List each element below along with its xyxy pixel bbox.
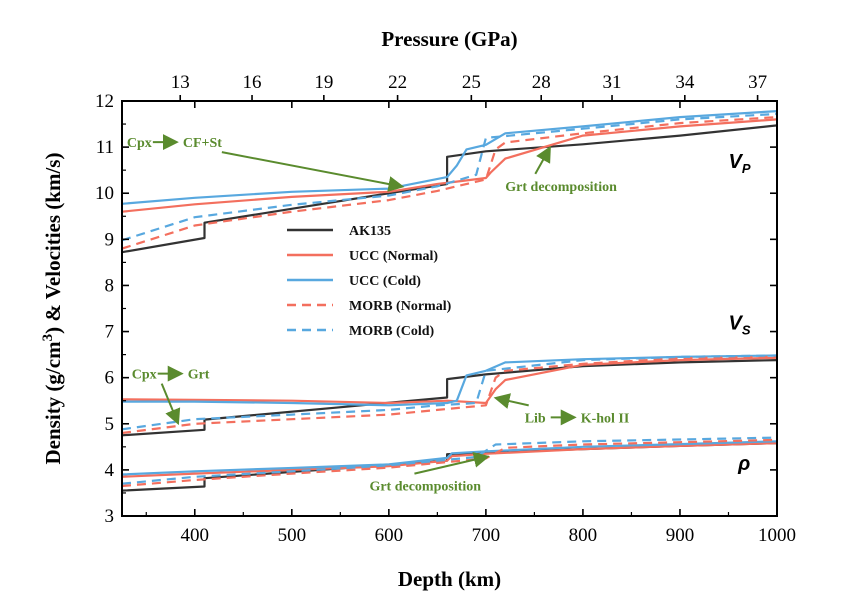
- x-tick-label: 500: [278, 525, 307, 546]
- y-tick-label: 7: [105, 322, 115, 343]
- series-line-morb-cold-vp: [121, 112, 778, 242]
- annotation-lib-k-hol-ii: Lib K-hol II: [493, 393, 630, 426]
- series-line-morb-normal-vs: [121, 355, 778, 435]
- panel-label: VS: [728, 312, 750, 337]
- y-tick-label: 4: [105, 460, 115, 481]
- x-tick-label: 800: [569, 525, 598, 546]
- x-tick-label: 1000: [758, 525, 796, 546]
- series-line-morb-normal-density: [121, 438, 778, 488]
- legend: AK135 UCC (Normal) UCC (Cold) MORB (Normal)…: [287, 224, 452, 339]
- y-tick-label: 3: [105, 506, 115, 527]
- y-tick-label: 8: [105, 275, 115, 296]
- legend-label-ucc-cold: UCC (Cold): [349, 274, 421, 289]
- legend-label-ak135: AK135: [349, 224, 391, 239]
- annotation-phase-to: CF+St: [183, 136, 222, 151]
- ticks-layer: [122, 95, 778, 517]
- annotation-pointer-arrow: [221, 151, 405, 192]
- annotation-text: Grt decomposition: [369, 480, 481, 495]
- x-tick-label: 700: [472, 525, 501, 546]
- series-line-ak135-vs: [121, 359, 778, 437]
- x2-tick-label: 22: [388, 72, 407, 93]
- series-line-morb-cold-vs: [121, 354, 778, 431]
- annotation-cpx-grt: Cpx Grt: [132, 365, 210, 426]
- y-axis-title-part: Density (g/cm: [41, 341, 65, 465]
- series-line-ak135-vp: [121, 124, 778, 254]
- annotation-phase-from: Cpx: [127, 136, 152, 151]
- x2-tick-label: 13: [171, 72, 190, 93]
- panel-label-sub: S: [742, 322, 751, 337]
- annotation-pointer-arrow: [414, 451, 490, 475]
- annotation-pointer-arrow: [493, 393, 529, 409]
- legend-label-morb-cold: MORB (Cold): [349, 324, 435, 339]
- panel-label-sub: P: [742, 161, 751, 176]
- x2-axis-title: Pressure (GPa): [381, 27, 517, 51]
- annotation-pointer-arrow: [534, 145, 551, 175]
- y-tick-label: 10: [95, 183, 114, 204]
- series-line-morb-cold-density: [121, 436, 778, 485]
- x2-tick-label: 25: [462, 72, 481, 93]
- annotation-phase-to: K-hol II: [581, 411, 630, 426]
- series-line-ucc-normal-vs: [121, 356, 778, 405]
- annotation-grt-decomposition: Grt decomposition: [505, 145, 617, 195]
- annotation-phase-to: Grt: [188, 368, 210, 383]
- x2-tick-label: 31: [603, 72, 622, 93]
- series-line-ucc-normal-vp: [121, 118, 778, 213]
- x2-tick-label: 16: [243, 72, 262, 93]
- annotation-phase-from: Cpx: [132, 368, 157, 383]
- x-tick-label: 400: [181, 525, 210, 546]
- y-tick-label: 12: [95, 91, 114, 112]
- x-tick-label: 600: [375, 525, 404, 546]
- annotation-phase-from: Lib: [525, 411, 546, 426]
- annotation-text: Grt decomposition: [505, 180, 617, 195]
- legend-label-ucc-normal: UCC (Normal): [349, 249, 438, 264]
- annotation-layer: Cpx CF+St Grt decomposition Cpx Grt Lib K-hol …: [127, 134, 630, 495]
- series-layer: [121, 110, 778, 492]
- x2-tick-label: 37: [748, 72, 767, 93]
- annotation-pointer-arrow: [160, 383, 181, 426]
- y-axis-title-part: ) & Velocities (km/s): [41, 153, 65, 334]
- x2-tick-label: 34: [675, 72, 695, 93]
- panel-label: ρ: [737, 453, 750, 475]
- annotation-grt-decomposition: Grt decomposition: [369, 451, 490, 495]
- y-tick-label: 9: [105, 229, 115, 250]
- x-axis-title: Depth (km): [398, 567, 501, 591]
- x2-tick-label: 19: [314, 72, 333, 93]
- y-tick-label: 11: [96, 137, 114, 158]
- x2-tick-label: 28: [532, 72, 551, 93]
- legend-label-morb-normal: MORB (Normal): [349, 299, 452, 314]
- x-tick-label: 900: [666, 525, 695, 546]
- y-tick-label: 6: [105, 368, 115, 389]
- panel-label-main: V: [728, 312, 743, 334]
- y-axis-title-superscript: 3: [40, 334, 56, 342]
- panel-label-main: V: [728, 151, 743, 173]
- annotation-cpx-cf-st: Cpx CF+St: [127, 134, 405, 192]
- series-line-ucc-normal-density: [121, 442, 778, 478]
- series-line-ucc-cold-vp: [121, 110, 778, 205]
- panel-label: VP: [728, 151, 750, 176]
- series-line-morb-normal-vp: [121, 116, 778, 250]
- y-tick-label: 5: [105, 414, 115, 435]
- y-axis-title: Density (g/cm3) & Velocities (km/s): [40, 153, 65, 465]
- panel-label-main: ρ: [737, 453, 750, 475]
- series-line-ucc-cold-density: [121, 440, 778, 476]
